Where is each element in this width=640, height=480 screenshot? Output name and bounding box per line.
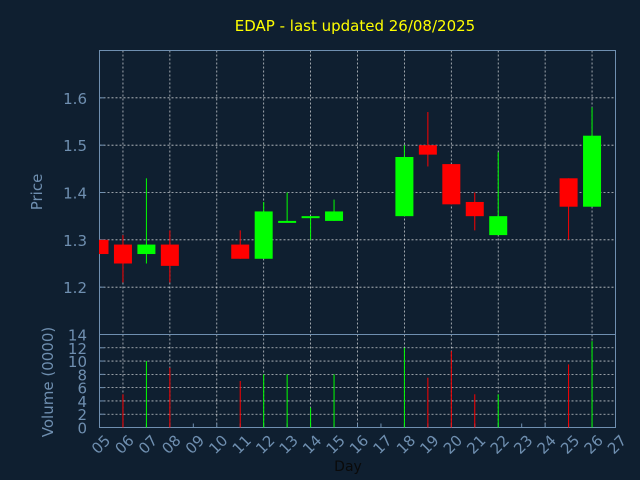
price-tick-label: 1.5 — [63, 137, 87, 155]
candle-body — [559, 178, 578, 207]
x-tick-label: 18 — [393, 432, 419, 458]
candle — [99, 239, 109, 255]
candle — [465, 192, 484, 231]
x-tick-label: 07 — [135, 432, 161, 458]
x-tick-label: 10 — [205, 432, 231, 458]
candle — [442, 164, 461, 205]
candles — [99, 107, 602, 283]
candle-body — [465, 201, 484, 217]
price-axis-label: Price — [28, 174, 46, 211]
candle — [278, 192, 297, 223]
x-tick-label: 24 — [534, 432, 560, 458]
x-tick-label: 08 — [158, 432, 184, 458]
candle — [583, 107, 602, 207]
candle — [137, 178, 156, 264]
candle — [418, 112, 437, 167]
x-tick-label: 27 — [604, 432, 630, 458]
x-tick-label: 20 — [440, 432, 466, 458]
candle — [559, 178, 578, 240]
x-tick-label: 23 — [510, 432, 536, 458]
chart-title: EDAP - last updated 26/08/2025 — [235, 17, 475, 35]
x-tick-label: 21 — [463, 432, 489, 458]
candle-body — [583, 135, 602, 207]
candle-body — [99, 239, 109, 255]
x-axis: 0506070809101112131415161718192021222324… — [88, 423, 630, 458]
x-tick-label: 11 — [229, 432, 255, 458]
candle-body — [325, 211, 344, 221]
volume-tick-label: 2 — [77, 406, 87, 424]
candle-body — [489, 216, 508, 236]
candle-body — [278, 220, 297, 223]
x-tick-label: 13 — [276, 432, 302, 458]
x-tick-label: 15 — [323, 432, 349, 458]
candle — [231, 230, 250, 259]
candle — [301, 216, 320, 240]
candle — [160, 230, 179, 283]
candle — [113, 235, 132, 283]
candle-body — [113, 244, 132, 264]
candle — [489, 152, 508, 236]
volume-tick-label: 12 — [68, 340, 87, 358]
candle-body — [160, 244, 179, 266]
x-tick-label: 16 — [346, 432, 372, 458]
candle-body — [301, 216, 320, 219]
candle-body — [395, 157, 414, 217]
price-tick-label: 1.2 — [63, 279, 87, 297]
x-tick-label: 14 — [299, 432, 325, 458]
volume-tick-label: 8 — [77, 366, 87, 384]
candle-body — [231, 244, 250, 259]
x-tick-label: 26 — [581, 432, 607, 458]
volume-tick-label: 4 — [77, 393, 87, 411]
x-tick-label: 12 — [252, 432, 278, 458]
volume-tick-label: 0 — [77, 420, 87, 438]
x-tick-label: 05 — [88, 432, 114, 458]
volume-axis-label: Volume (0000) — [39, 327, 57, 437]
candle-body — [254, 211, 273, 259]
candle — [395, 145, 414, 217]
volume-tick-label: 14 — [68, 327, 87, 345]
candle — [254, 201, 273, 259]
x-tick-label: 22 — [487, 432, 513, 458]
x-tick-label: 25 — [557, 432, 583, 458]
candle-body — [137, 244, 156, 255]
price-axis: 1.2 1.3 1.4 1.5 1.6 — [63, 90, 105, 297]
volume-grid — [99, 334, 616, 428]
candle-body — [418, 145, 437, 155]
x-tick-label: 09 — [182, 432, 208, 458]
candle — [325, 199, 344, 221]
candle-body — [442, 164, 461, 205]
price-tick-label: 1.6 — [63, 90, 87, 108]
price-grid — [99, 50, 616, 335]
volume-bars — [122, 341, 593, 428]
volume-tick-label: 6 — [77, 380, 87, 398]
x-axis-label: Day — [334, 459, 362, 475]
x-tick-label: 17 — [369, 432, 395, 458]
x-tick-label: 19 — [416, 432, 442, 458]
price-tick-label: 1.4 — [63, 185, 87, 203]
x-tick-label: 06 — [111, 432, 137, 458]
price-tick-label: 1.3 — [63, 232, 87, 250]
volume-tick-label: 10 — [68, 353, 87, 371]
